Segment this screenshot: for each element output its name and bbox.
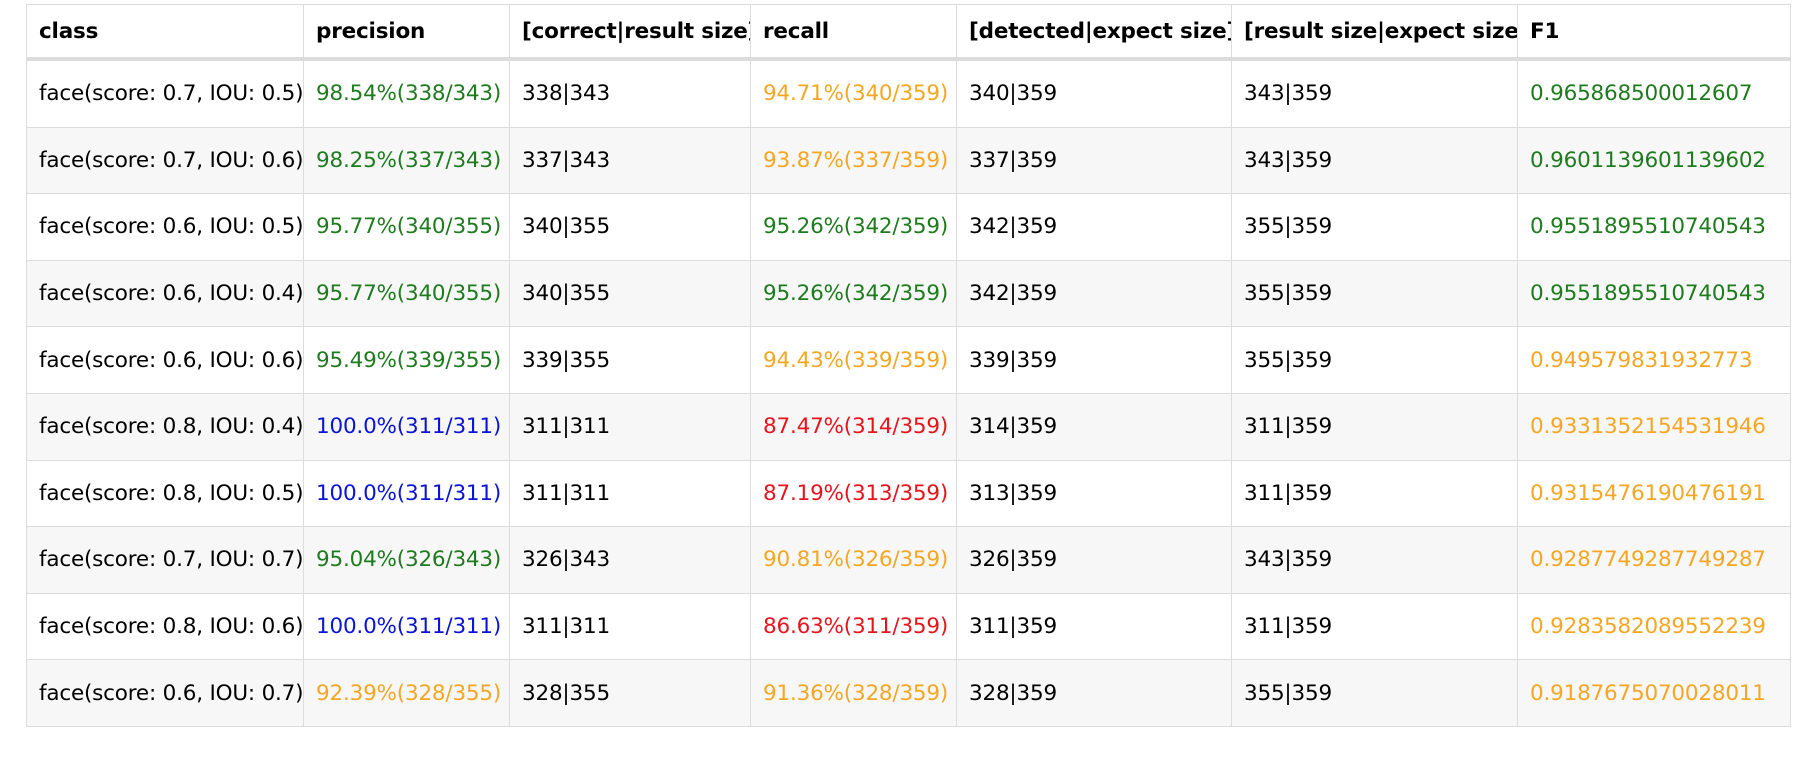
cell-precision: 92.39%(328/355) — [303, 659, 510, 727]
header-precision: precision — [303, 4, 510, 61]
cell-recall: 86.63%(311/359) — [750, 592, 957, 661]
cell-recall: 87.47%(314/359) — [750, 392, 957, 461]
header-detected-expect-size: [detected|expect size] — [956, 4, 1232, 61]
header-f1: F1 — [1517, 4, 1791, 61]
cell-result-expect-size: 343|359 — [1231, 126, 1518, 195]
cell-precision: 98.25%(337/343) — [303, 126, 510, 195]
cell-recall: 91.36%(328/359) — [750, 659, 957, 727]
cell-precision: 100.0%(311/311) — [303, 592, 510, 661]
cell-recall: 87.19%(313/359) — [750, 459, 957, 528]
cell-detected-expect-size: 342|359 — [956, 193, 1232, 261]
header-result-expect-size: [result size|expect size] — [1231, 4, 1518, 61]
cell-correct-result-size: 311|311 — [509, 392, 751, 461]
cell-result-expect-size: 355|359 — [1231, 193, 1518, 261]
cell-correct-result-size: 338|343 — [509, 58, 751, 128]
cell-correct-result-size: 340|355 — [509, 193, 751, 261]
table-header: class precision [correct|result size] re… — [26, 4, 1791, 61]
table-row: face(score: 0.6, IOU: 0.6) 95.49%(339/355… — [26, 326, 1791, 394]
cell-precision: 95.04%(326/343) — [303, 526, 510, 594]
cell-class: face(score: 0.8, IOU: 0.5) — [26, 459, 304, 528]
cell-recall: 90.81%(326/359) — [750, 526, 957, 594]
cell-f1: 0.9283582089552239 — [1517, 592, 1791, 661]
cell-recall: 93.87%(337/359) — [750, 126, 957, 195]
cell-result-expect-size: 343|359 — [1231, 526, 1518, 594]
table-row: face(score: 0.8, IOU: 0.5) 100.0%(311/311… — [26, 459, 1791, 528]
cell-class: face(score: 0.6, IOU: 0.4) — [26, 259, 304, 328]
table-row: face(score: 0.7, IOU: 0.7) 95.04%(326/343… — [26, 526, 1791, 594]
cell-class: face(score: 0.6, IOU: 0.5) — [26, 193, 304, 261]
cell-detected-expect-size: 326|359 — [956, 526, 1232, 594]
cell-f1: 0.9551895510740543 — [1517, 193, 1791, 261]
cell-correct-result-size: 328|355 — [509, 659, 751, 727]
cell-f1: 0.949579831932773 — [1517, 326, 1791, 394]
cell-result-expect-size: 355|359 — [1231, 259, 1518, 328]
cell-result-expect-size: 355|359 — [1231, 326, 1518, 394]
cell-precision: 100.0%(311/311) — [303, 459, 510, 528]
cell-class: face(score: 0.7, IOU: 0.6) — [26, 126, 304, 195]
cell-f1: 0.9315476190476191 — [1517, 459, 1791, 528]
cell-precision: 95.49%(339/355) — [303, 326, 510, 394]
cell-f1: 0.9187675070028011 — [1517, 659, 1791, 727]
table-row: face(score: 0.8, IOU: 0.4) 100.0%(311/311… — [26, 392, 1791, 461]
table-row: face(score: 0.6, IOU: 0.7) 92.39%(328/355… — [26, 659, 1791, 727]
table-row: face(score: 0.6, IOU: 0.4) 95.77%(340/355… — [26, 259, 1791, 328]
cell-correct-result-size: 339|355 — [509, 326, 751, 394]
cell-result-expect-size: 311|359 — [1231, 459, 1518, 528]
cell-result-expect-size: 311|359 — [1231, 592, 1518, 661]
cell-detected-expect-size: 313|359 — [956, 459, 1232, 528]
cell-f1: 0.9331352154531946 — [1517, 392, 1791, 461]
cell-class: face(score: 0.7, IOU: 0.5) — [26, 58, 304, 128]
cell-f1: 0.965868500012607 — [1517, 58, 1791, 128]
cell-class: face(score: 0.8, IOU: 0.4) — [26, 392, 304, 461]
cell-class: face(score: 0.8, IOU: 0.6) — [26, 592, 304, 661]
cell-precision: 100.0%(311/311) — [303, 392, 510, 461]
results-table-container: class precision [correct|result size] re… — [26, 4, 1791, 727]
cell-correct-result-size: 340|355 — [509, 259, 751, 328]
cell-detected-expect-size: 311|359 — [956, 592, 1232, 661]
table-body: face(score: 0.7, IOU: 0.5) 98.54%(338/343… — [26, 58, 1791, 727]
cell-precision: 95.77%(340/355) — [303, 259, 510, 328]
cell-result-expect-size: 343|359 — [1231, 58, 1518, 128]
cell-recall: 95.26%(342/359) — [750, 259, 957, 328]
cell-f1: 0.9551895510740543 — [1517, 259, 1791, 328]
cell-result-expect-size: 355|359 — [1231, 659, 1518, 727]
cell-class: face(score: 0.7, IOU: 0.7) — [26, 526, 304, 594]
cell-correct-result-size: 311|311 — [509, 459, 751, 528]
header-correct-result-size: [correct|result size] — [509, 4, 751, 61]
cell-precision: 95.77%(340/355) — [303, 193, 510, 261]
table-row: face(score: 0.6, IOU: 0.5) 95.77%(340/355… — [26, 193, 1791, 261]
cell-detected-expect-size: 340|359 — [956, 58, 1232, 128]
header-row: class precision [correct|result size] re… — [26, 4, 1791, 61]
cell-recall: 95.26%(342/359) — [750, 193, 957, 261]
cell-correct-result-size: 337|343 — [509, 126, 751, 195]
cell-precision: 98.54%(338/343) — [303, 58, 510, 128]
cell-detected-expect-size: 314|359 — [956, 392, 1232, 461]
cell-correct-result-size: 326|343 — [509, 526, 751, 594]
cell-result-expect-size: 311|359 — [1231, 392, 1518, 461]
cell-f1: 0.9601139601139602 — [1517, 126, 1791, 195]
cell-class: face(score: 0.6, IOU: 0.7) — [26, 659, 304, 727]
header-recall: recall — [750, 4, 957, 61]
header-class: class — [26, 4, 304, 61]
cell-recall: 94.71%(340/359) — [750, 58, 957, 128]
cell-detected-expect-size: 339|359 — [956, 326, 1232, 394]
cell-correct-result-size: 311|311 — [509, 592, 751, 661]
cell-class: face(score: 0.6, IOU: 0.6) — [26, 326, 304, 394]
table-row: face(score: 0.8, IOU: 0.6) 100.0%(311/311… — [26, 592, 1791, 661]
table-row: face(score: 0.7, IOU: 0.6) 98.25%(337/343… — [26, 126, 1791, 195]
results-table: class precision [correct|result size] re… — [26, 4, 1791, 727]
table-row: face(score: 0.7, IOU: 0.5) 98.54%(338/343… — [26, 58, 1791, 128]
cell-recall: 94.43%(339/359) — [750, 326, 957, 394]
cell-detected-expect-size: 328|359 — [956, 659, 1232, 727]
cell-detected-expect-size: 337|359 — [956, 126, 1232, 195]
cell-detected-expect-size: 342|359 — [956, 259, 1232, 328]
cell-f1: 0.9287749287749287 — [1517, 526, 1791, 594]
